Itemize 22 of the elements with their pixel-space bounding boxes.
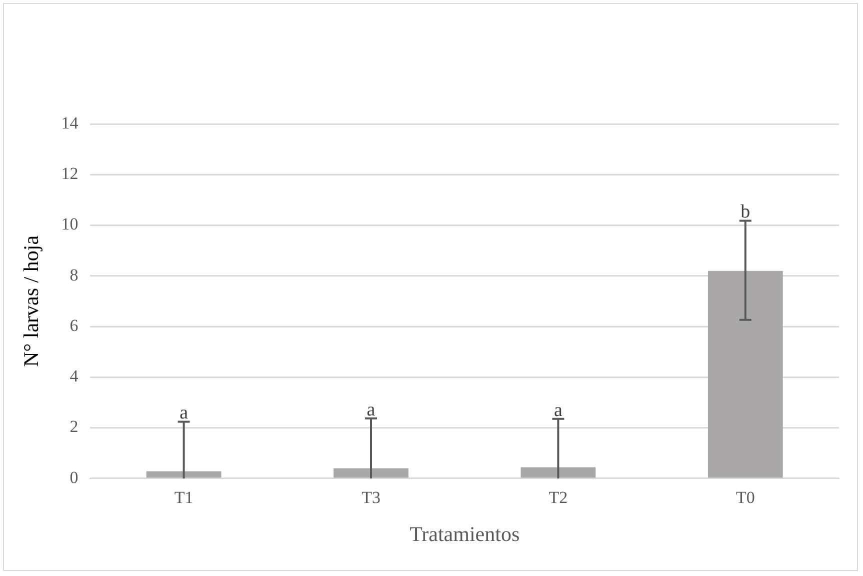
x-tick-label: T2: [548, 488, 568, 508]
x-tick-label: T0: [736, 488, 755, 508]
x-tick-label: T1: [174, 488, 194, 508]
y-tick-label: 10: [61, 214, 78, 234]
y-tick-label: 12: [61, 164, 78, 184]
y-tick-label: 4: [70, 366, 79, 386]
bar: [708, 270, 783, 478]
y-tick-label: 2: [70, 417, 78, 436]
bar: [146, 471, 222, 478]
bar: [520, 467, 596, 478]
y-tick-label: 8: [70, 265, 78, 284]
y-tick-label: 14: [61, 113, 79, 132]
y-axis-title: N° larvas / hoja: [19, 234, 44, 367]
bar: [334, 468, 408, 478]
annotation: a: [366, 399, 376, 420]
x-axis-title: Tratamientos: [410, 522, 520, 546]
x-tick-label: T3: [362, 488, 380, 508]
annotation: a: [554, 400, 563, 421]
y-tick-label: 6: [70, 316, 78, 335]
y-tick-label: 0: [70, 468, 78, 487]
annotation: b: [740, 202, 750, 223]
annotation: a: [180, 402, 189, 424]
